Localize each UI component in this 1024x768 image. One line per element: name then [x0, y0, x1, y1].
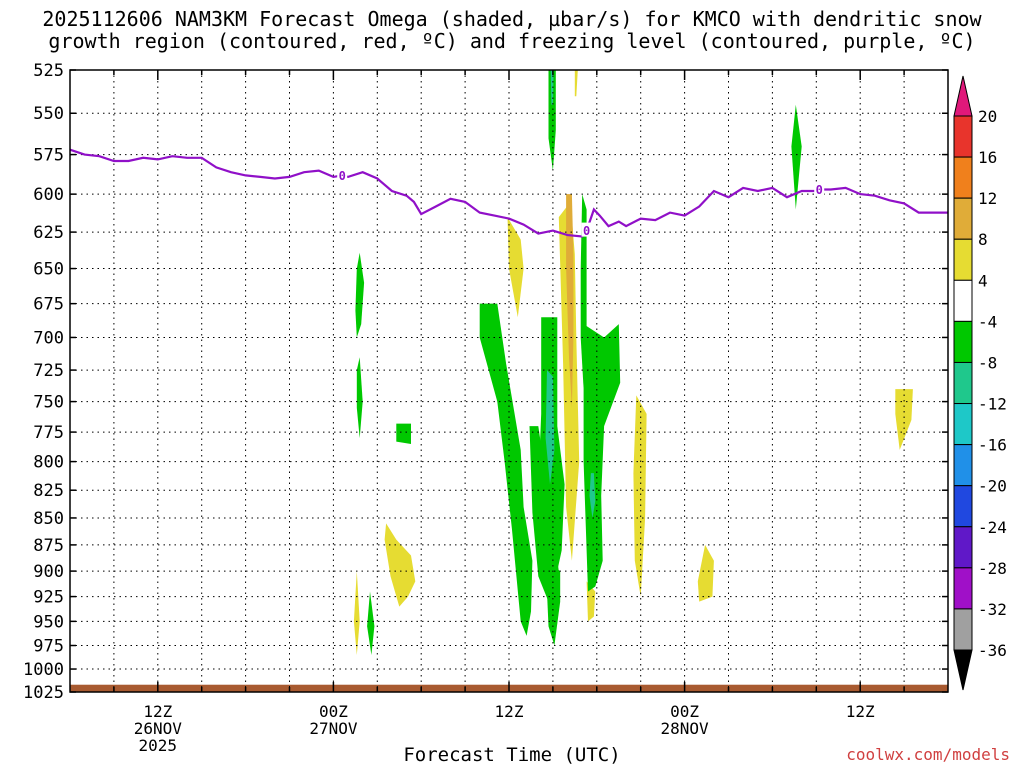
y-tick-label: 725: [33, 361, 64, 381]
omega-region-14: [558, 201, 580, 561]
x-tick-label: 12Z: [143, 702, 172, 721]
colorbar-segment: [953, 238, 973, 281]
y-tick-label: 900: [33, 562, 64, 582]
colorbar-segment: [953, 279, 973, 322]
freezing-level-layer: 0 0 0: [69, 148, 948, 238]
omega-region-5: [384, 523, 416, 607]
y-tick-label: 1025: [23, 683, 64, 703]
omega-region-8: [545, 560, 561, 646]
colorbar-label: 12: [978, 189, 997, 208]
y-tick-label: 975: [33, 637, 64, 657]
axes-layer: 525 550 575 600 625 650 675 700 725 750 775 800 825 8…: [23, 61, 948, 755]
y-tick-label: 775: [33, 423, 64, 443]
chart-title-line-2: growth region (contoured, red, ºC) and f…: [48, 29, 976, 53]
grid-layer: [70, 70, 948, 692]
y-tick-label: 525: [33, 61, 64, 81]
x-tick-label: 27NOV: [309, 719, 358, 738]
colorbar-label: -36: [978, 641, 1007, 660]
colorbar-segment: [953, 567, 973, 610]
freezing-level-label-bg: [337, 167, 348, 182]
colorbar-segment: [953, 403, 973, 446]
freezing-level-label: 0: [816, 183, 823, 197]
y-tick-label: 625: [33, 223, 64, 243]
colorbar-label: -4: [978, 312, 997, 331]
colorbar-label: -12: [978, 395, 1007, 414]
colorbar-label: -8: [978, 353, 997, 372]
omega-region-12: [550, 70, 554, 105]
x-tick-label: 2025: [139, 736, 178, 755]
freezing-level-line: [69, 148, 948, 238]
colorbar-segment: [953, 485, 973, 528]
x-axis-title: Forecast Time (UTC): [403, 744, 621, 766]
freezing-level-label-bg: [814, 181, 825, 196]
y-tick-label: 700: [33, 328, 64, 348]
omega-region-15: [566, 194, 574, 408]
freezing-level-label-bg: [581, 222, 592, 237]
omega-region-21: [633, 395, 647, 597]
colorbar-segment: [953, 115, 973, 158]
colorbar-label: -28: [978, 559, 1007, 578]
site-credit: coolwx.com/models: [846, 745, 1010, 764]
x-tick-label: 28NOV: [661, 719, 710, 738]
colorbar-label: -16: [978, 436, 1007, 455]
omega-region-17: [586, 581, 596, 622]
y-tick-label: 875: [33, 536, 64, 556]
y-tick-label: 950: [33, 612, 64, 632]
colorbar-segment: [953, 320, 973, 363]
y-tick-label: 800: [33, 453, 64, 473]
omega-region-23: [791, 104, 802, 210]
freezing-level-label: 0: [583, 224, 590, 238]
y-tick-label: 850: [33, 509, 64, 529]
colorbar-segment: [953, 526, 973, 569]
y-tick-label: 750: [33, 393, 64, 413]
x-tick-label: 00Z: [670, 702, 699, 721]
omega-region-4: [367, 591, 375, 655]
colorbar-segment: [953, 361, 973, 405]
omega-region-11: [548, 70, 556, 171]
x-tick-label: 26NOV: [134, 719, 183, 738]
y-tick-label: 575: [33, 146, 64, 166]
freezing-level-label: 0: [339, 169, 346, 183]
y-tick-label: 675: [33, 295, 64, 315]
colorbar-label: -24: [978, 518, 1007, 537]
omega-region-20: [589, 473, 596, 518]
omega-region-22: [697, 544, 714, 602]
omega-region-1: [356, 357, 363, 439]
colorbar-label: 20: [978, 107, 997, 126]
omega-region-0: [355, 252, 365, 338]
colorbar-label: 16: [978, 148, 997, 167]
omega-region-10: [545, 370, 555, 485]
omega-region-16: [574, 70, 578, 97]
colorbar-label: -32: [978, 600, 1007, 619]
y-tick-label: 1000: [23, 660, 64, 680]
colorbar-segment: [953, 444, 973, 487]
y-tick-label: 825: [33, 481, 64, 501]
colorbar-segment: [953, 156, 973, 199]
x-tick-label: 12Z: [495, 702, 524, 721]
colorbar-label: 8: [978, 230, 988, 249]
omega-region-2: [396, 423, 411, 444]
omega-region-13: [507, 217, 524, 318]
colorbar-segment: [953, 197, 973, 240]
colorbar-segment: [953, 608, 973, 651]
omega-region-24: [895, 389, 913, 450]
colorbar-label: -20: [978, 477, 1007, 496]
colorbar: 20 16 12 8 4 -4 -8 -12 -16 -20 -24 -28 -32 -36: [953, 75, 1007, 691]
x-tick-label: 12Z: [846, 702, 875, 721]
y-tick-label: 600: [33, 185, 64, 205]
omega-region-3: [353, 571, 360, 655]
colorbar-bottom-triangle: [953, 649, 973, 691]
omega-region-6: [479, 303, 533, 636]
omega-region-19: [583, 324, 621, 592]
y-tick-label: 650: [33, 260, 64, 280]
colorbar-top-triangle: [953, 75, 973, 117]
x-tick-label: 00Z: [319, 702, 348, 721]
y-tick-label: 550: [33, 104, 64, 124]
chart-title-line-1: 2025112606 NAM3KM Forecast Omega (shaded…: [42, 7, 982, 31]
colorbar-label: 4: [978, 271, 988, 290]
y-tick-label: 925: [33, 588, 64, 608]
omega-shading-layer: [353, 70, 913, 655]
